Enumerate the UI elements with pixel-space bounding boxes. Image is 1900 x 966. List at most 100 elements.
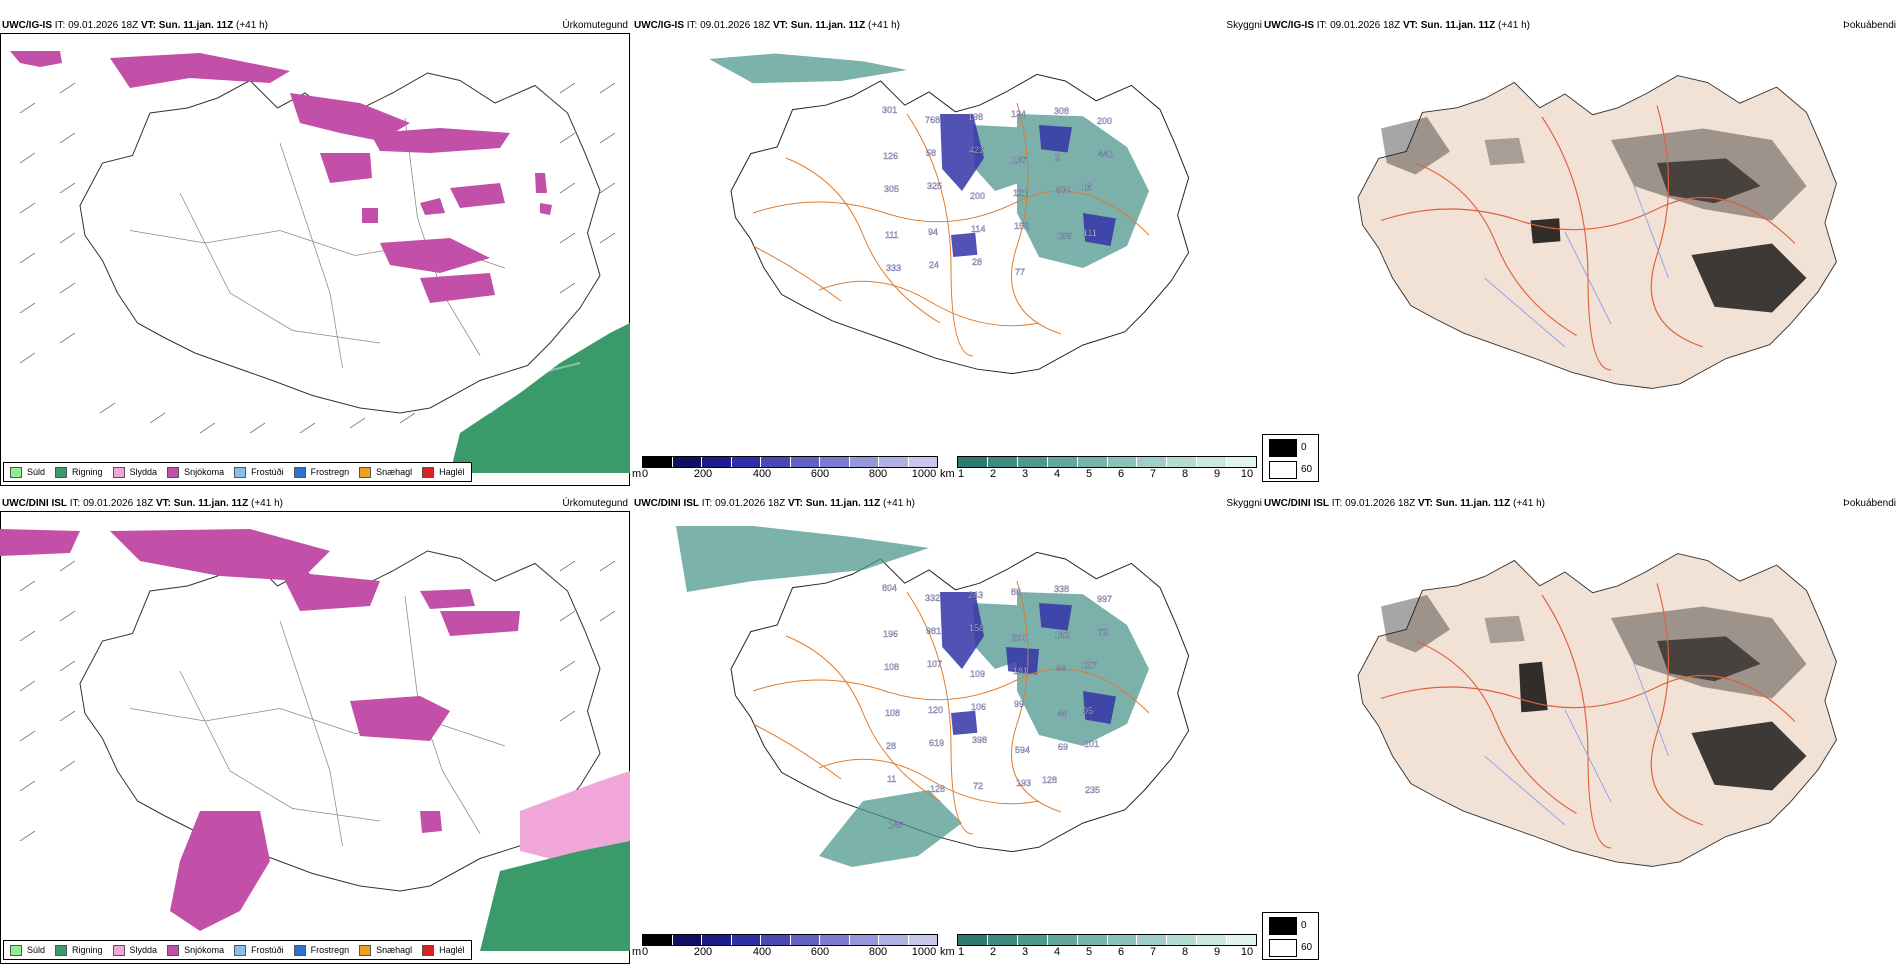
panel-type-label: Þokuábendi xyxy=(1843,20,1896,31)
legend-item: Haglél xyxy=(422,466,465,478)
cloud-panel-row1: UWC/IG-IS IT: 09.01.2026 18Z VT: Sun. 11… xyxy=(632,18,1262,488)
visibility-map[interactable]: 804 332 243 88 338 997 196 981 158 200 162 72 108 107… xyxy=(632,511,1262,926)
visibility-value-label: 158 xyxy=(969,623,984,633)
fog-panel-row1: UWC/IG-IS IT: 09.01.2026 18Z VT: Sun. 11… xyxy=(1262,18,1900,488)
swatch xyxy=(167,944,180,956)
swatch xyxy=(422,466,435,478)
swatch xyxy=(167,466,180,478)
visibility-value-label: 594 xyxy=(1015,745,1030,755)
visibility-value-label: 107 xyxy=(927,659,942,669)
visibility-value-label: 619 xyxy=(929,738,944,748)
swatch xyxy=(234,944,247,956)
ceiling-colorbar xyxy=(642,456,938,468)
visibility-value-label: 28 xyxy=(886,741,896,751)
visibility-value-label: 981 xyxy=(926,626,941,636)
visibility-value-label: 94 xyxy=(928,227,938,237)
swatch xyxy=(422,944,435,956)
visibility-value-label: 99 xyxy=(1014,699,1024,709)
map-frame xyxy=(0,33,630,486)
fog-legend: 0 60 xyxy=(1262,912,1319,960)
visibility-ticks: 1 2 3 4 5 6 7 8 9 10 xyxy=(957,946,1254,958)
visibility-unit: km xyxy=(940,946,955,958)
visibility-value-label: 109 xyxy=(970,669,985,679)
visibility-value-label: 69 xyxy=(1058,742,1068,752)
visibility-colorbar xyxy=(957,456,1257,468)
visibility-value-label: 101 xyxy=(1084,739,1099,749)
legend-item: Slydda xyxy=(112,944,157,956)
visibility-value-label: 200 xyxy=(970,191,985,201)
visibility-value-label: 338 xyxy=(1054,584,1069,594)
precip-map[interactable] xyxy=(0,511,630,951)
visibility-value-label: 243 xyxy=(968,590,983,600)
swatch xyxy=(10,944,22,956)
visibility-value-label: 120 xyxy=(928,705,943,715)
swatch xyxy=(234,466,247,478)
visibility-value-label: 99 xyxy=(1056,663,1066,673)
visibility-value-label: 152 xyxy=(1014,221,1029,231)
legend-item: Haglél xyxy=(422,944,465,956)
visibility-value-label: 398 xyxy=(972,735,987,745)
legend-item: Snjókoma xyxy=(167,944,224,956)
precip-panel-row2: UWC/DINI ISL IT: 09.01.2026 18Z VT: Sun.… xyxy=(0,496,632,966)
swatch xyxy=(293,944,306,956)
panel-type-label: Úrkomutegund xyxy=(562,498,628,509)
visibility-value-label: 156 xyxy=(1057,231,1072,241)
visibility-value-label: 114 xyxy=(971,224,985,234)
visibility-value-label: 333 xyxy=(886,263,901,273)
visibility-value-label: 997 xyxy=(1097,594,1112,604)
visibility-value-label: 200 xyxy=(1097,116,1112,126)
visibility-value-label: 106 xyxy=(971,702,986,712)
visibility-value-label: 137 xyxy=(1012,155,1027,165)
legend-item: Frostúði xyxy=(234,944,284,956)
visibility-value-label: 128 xyxy=(930,784,945,794)
visibility-value-label: 11 xyxy=(887,774,896,784)
visibility-value-label: 145 xyxy=(888,820,903,830)
fog-panel-row2: UWC/DINI ISL IT: 09.01.2026 18Z VT: Sun.… xyxy=(1262,496,1900,966)
fog-map[interactable] xyxy=(1262,33,1900,448)
visibility-value-label: 72 xyxy=(973,781,983,791)
visibility-value-label: 24 xyxy=(929,260,939,270)
legend-item: Frostregn xyxy=(293,944,349,956)
panel-type-label: Skyggni xyxy=(1226,20,1262,31)
visibility-value-label: 332 xyxy=(925,593,940,603)
fog-legend-swatch xyxy=(1269,939,1297,957)
legend-item: Slydda xyxy=(112,466,157,478)
swatch xyxy=(359,944,372,956)
legend-item: Rigning xyxy=(55,944,103,956)
visibility-ticks: 1 2 3 4 5 6 7 8 9 10 xyxy=(957,468,1254,480)
cloud-panel-row2: UWC/DINI ISL IT: 09.01.2026 18Z VT: Sun.… xyxy=(632,496,1262,966)
precip-legend: Súld Rigning Slydda Snjókoma Frostúði Fr… xyxy=(3,940,472,960)
visibility-value-label: 301 xyxy=(882,105,897,115)
visibility-value-label: 196 xyxy=(883,629,898,639)
precip-map[interactable] xyxy=(0,33,630,473)
visibility-value-label: 198 xyxy=(968,112,983,122)
visibility-value-label: 441 xyxy=(1098,149,1113,159)
visibility-value-label: 121 xyxy=(1013,188,1028,198)
visibility-value-label: 108 xyxy=(885,708,900,718)
visibility-map[interactable]: 301 768 198 134 308 200 126 58 422 137 2 441 305 325 2… xyxy=(632,33,1262,448)
ceiling-unit: m xyxy=(632,946,642,958)
swatch xyxy=(55,944,68,956)
panel-header: UWC/IG-IS IT: 09.01.2026 18Z VT: Sun. 11… xyxy=(1264,20,1530,31)
visibility-value-label: 630 xyxy=(1056,185,1071,195)
visibility-value-label: 134 xyxy=(1011,109,1026,119)
visibility-value-label: 200 xyxy=(1012,633,1027,643)
visibility-value-label: 2 xyxy=(1055,152,1060,162)
visibility-value-label: 308 xyxy=(1054,106,1069,116)
visibility-value-label: 804 xyxy=(882,583,897,593)
ceiling-colorbar xyxy=(642,934,938,946)
fog-legend-swatch xyxy=(1269,439,1297,457)
visibility-value-label: 16 xyxy=(1082,182,1092,192)
visibility-value-label: 193 xyxy=(1016,778,1031,788)
visibility-value-label: 181 xyxy=(1013,666,1028,676)
visibility-value-label: 235 xyxy=(1085,785,1100,795)
visibility-value-label: 28 xyxy=(972,257,982,267)
visibility-value-label: 108 xyxy=(884,662,899,672)
visibility-value-label: 422 xyxy=(969,145,984,155)
visibility-value-label: 88 xyxy=(1011,587,1021,597)
visibility-colorbar xyxy=(957,934,1257,946)
fog-legend-swatch xyxy=(1269,461,1297,479)
panel-type-label: Þokuábendi xyxy=(1843,498,1896,509)
fog-map[interactable] xyxy=(1262,511,1900,926)
visibility-value-label: 111 xyxy=(885,230,899,240)
